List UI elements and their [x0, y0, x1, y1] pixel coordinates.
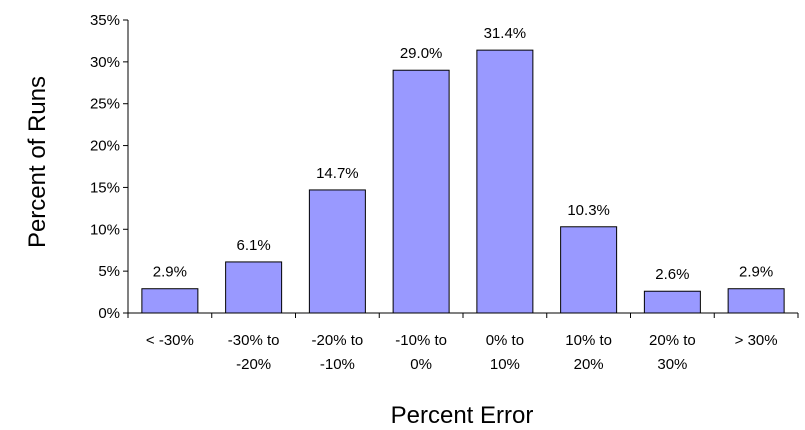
data-label: 31.4% — [484, 25, 527, 42]
data-label: 2.9% — [153, 264, 187, 281]
x-category-label: 20% — [574, 356, 604, 373]
x-category-label: 0% to — [486, 332, 524, 349]
y-tick-label: 15% — [90, 179, 120, 196]
y-tick-label: 5% — [98, 263, 120, 280]
bar — [476, 49, 534, 314]
bar — [727, 288, 785, 314]
x-category-label: -30% to — [228, 332, 280, 349]
data-label: 10.3% — [567, 202, 610, 219]
y-tick-label: 35% — [90, 12, 120, 29]
data-labels: 2.9% 6.1% 14.7% 29.0% 31.4% 10.3% 2.6% 2.9% — [153, 25, 773, 283]
bar — [141, 288, 199, 314]
x-category-label: -10% — [320, 356, 355, 373]
y-tick-label: 0% — [98, 305, 120, 322]
x-category-label: 30% — [657, 356, 687, 373]
x-axis-title: Percent Error — [391, 402, 534, 429]
y-tick-label: 10% — [90, 221, 120, 238]
data-label: 6.1% — [237, 237, 271, 254]
y-tick-label: 30% — [90, 54, 120, 71]
bar — [225, 261, 283, 314]
data-label: 14.7% — [316, 165, 359, 182]
data-label: 29.0% — [400, 45, 443, 62]
bars — [141, 49, 785, 314]
data-label: 2.9% — [739, 264, 773, 281]
x-category-label: -10% to — [395, 332, 447, 349]
y-axis-ticks: 0% 5% 10% 15% 20% 25% 30% 35% — [90, 12, 128, 322]
x-category-label: -20% to — [312, 332, 364, 349]
x-axis-category-labels: < -30% -30% to -20% -20% to -10% -10% to 0% 0% … — [127, 313, 799, 373]
bar — [308, 189, 366, 314]
bar — [560, 226, 618, 314]
bar — [643, 290, 701, 314]
x-category-label: 0% — [410, 356, 432, 373]
y-tick-label: 20% — [90, 138, 120, 155]
x-category-label: 10% — [490, 356, 520, 373]
data-label: 2.6% — [655, 266, 689, 283]
x-category-label: > 30% — [735, 332, 778, 349]
x-category-label: 20% to — [649, 332, 696, 349]
x-category-label: < -30% — [146, 332, 194, 349]
y-tick-label: 25% — [90, 96, 120, 113]
bar — [392, 69, 450, 314]
x-category-label: 10% to — [565, 332, 612, 349]
x-category-label: -20% — [236, 356, 271, 373]
y-axis-title: Percent of Runs — [24, 76, 51, 248]
